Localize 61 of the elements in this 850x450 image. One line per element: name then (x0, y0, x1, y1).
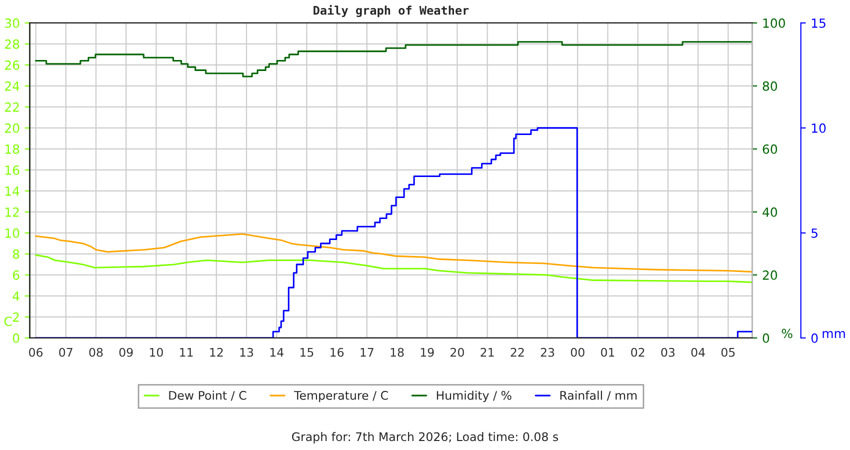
y-tick-label: 12 (5, 207, 19, 217)
x-tick-label: 21 (480, 348, 494, 357)
y3-tick-label: 10 (812, 123, 826, 133)
y3-axis-title: mm (822, 331, 845, 338)
y3-tick-label: 5 (812, 228, 818, 238)
x-tick-label: 19 (420, 348, 434, 357)
y-tick-label: 8 (12, 249, 20, 259)
x-tick-label: 00 (570, 348, 584, 357)
y-tick-label: 2 (12, 312, 19, 322)
y-tick-label: 26 (5, 60, 20, 70)
x-tick-label: 16 (330, 348, 344, 357)
line-series (35, 254, 752, 284)
x-tick-label: 20 (450, 348, 464, 357)
x-tick-label: 15 (300, 348, 314, 357)
legend-label: Temperature / C (294, 390, 388, 402)
legend-label: Rainfall / mm (560, 390, 637, 401)
x-tick-label: 08 (89, 348, 103, 357)
x-tick-label: 14 (270, 348, 284, 357)
y2-tick-label: 80 (762, 81, 778, 91)
y-tick-label: 18 (5, 144, 20, 154)
y2-tick-label: 100 (763, 18, 785, 28)
y-tick-label: 20 (5, 123, 20, 133)
x-tick-label: 02 (631, 348, 644, 357)
x-tick-label: 17 (360, 348, 374, 357)
y2-tick-label: 0 (762, 333, 770, 343)
y3-tick-label: 0 (811, 333, 818, 343)
y-tick-label: 30 (5, 18, 20, 28)
legend-label: Dew Point / C (169, 390, 246, 401)
y-tick-label: 14 (5, 186, 20, 196)
y-tick-label: 16 (5, 165, 20, 175)
x-tick-label: 23 (540, 348, 554, 357)
x-tick-label: 13 (240, 348, 254, 357)
y-tick-label: 6 (12, 270, 20, 280)
text: Graph for: 7th March 2026; Load time: 0.08 s (292, 432, 558, 444)
line-series (35, 233, 752, 273)
y-tick-label: 22 (5, 102, 19, 112)
y-tick-label: 10 (5, 228, 20, 238)
x-tick-label: 06 (29, 348, 43, 357)
chart-title: Daily graph of Weather (314, 5, 469, 18)
y-axis-title: C (4, 316, 12, 326)
x-tick-label: 03 (661, 348, 675, 357)
x-tick-label: 09 (119, 348, 133, 357)
y-tick-label: 24 (5, 81, 20, 91)
x-tick-label: 05 (721, 348, 735, 357)
y-tick-label: 4 (12, 292, 20, 301)
x-tick-label: 18 (390, 348, 404, 357)
y2-tick-label: 20 (762, 270, 778, 280)
legend-label: Humidity / % (436, 390, 512, 402)
x-tick-label: 12 (210, 348, 223, 357)
y2-tick-label: 60 (762, 144, 778, 154)
y-tick-label: 0 (12, 333, 20, 343)
x-tick-label: 01 (601, 348, 614, 357)
x-tick-label: 04 (691, 348, 705, 357)
x-tick-label: 10 (150, 348, 163, 357)
y2-tick-label: 40 (762, 207, 778, 217)
y-tick-label: 28 (5, 39, 20, 49)
x-tick-label: 11 (180, 348, 193, 357)
y2-axis-title: % (782, 328, 792, 338)
y3-tick-label: 15 (812, 18, 826, 28)
x-tick-label: 22 (510, 348, 524, 357)
x-tick-label: 07 (59, 348, 72, 357)
